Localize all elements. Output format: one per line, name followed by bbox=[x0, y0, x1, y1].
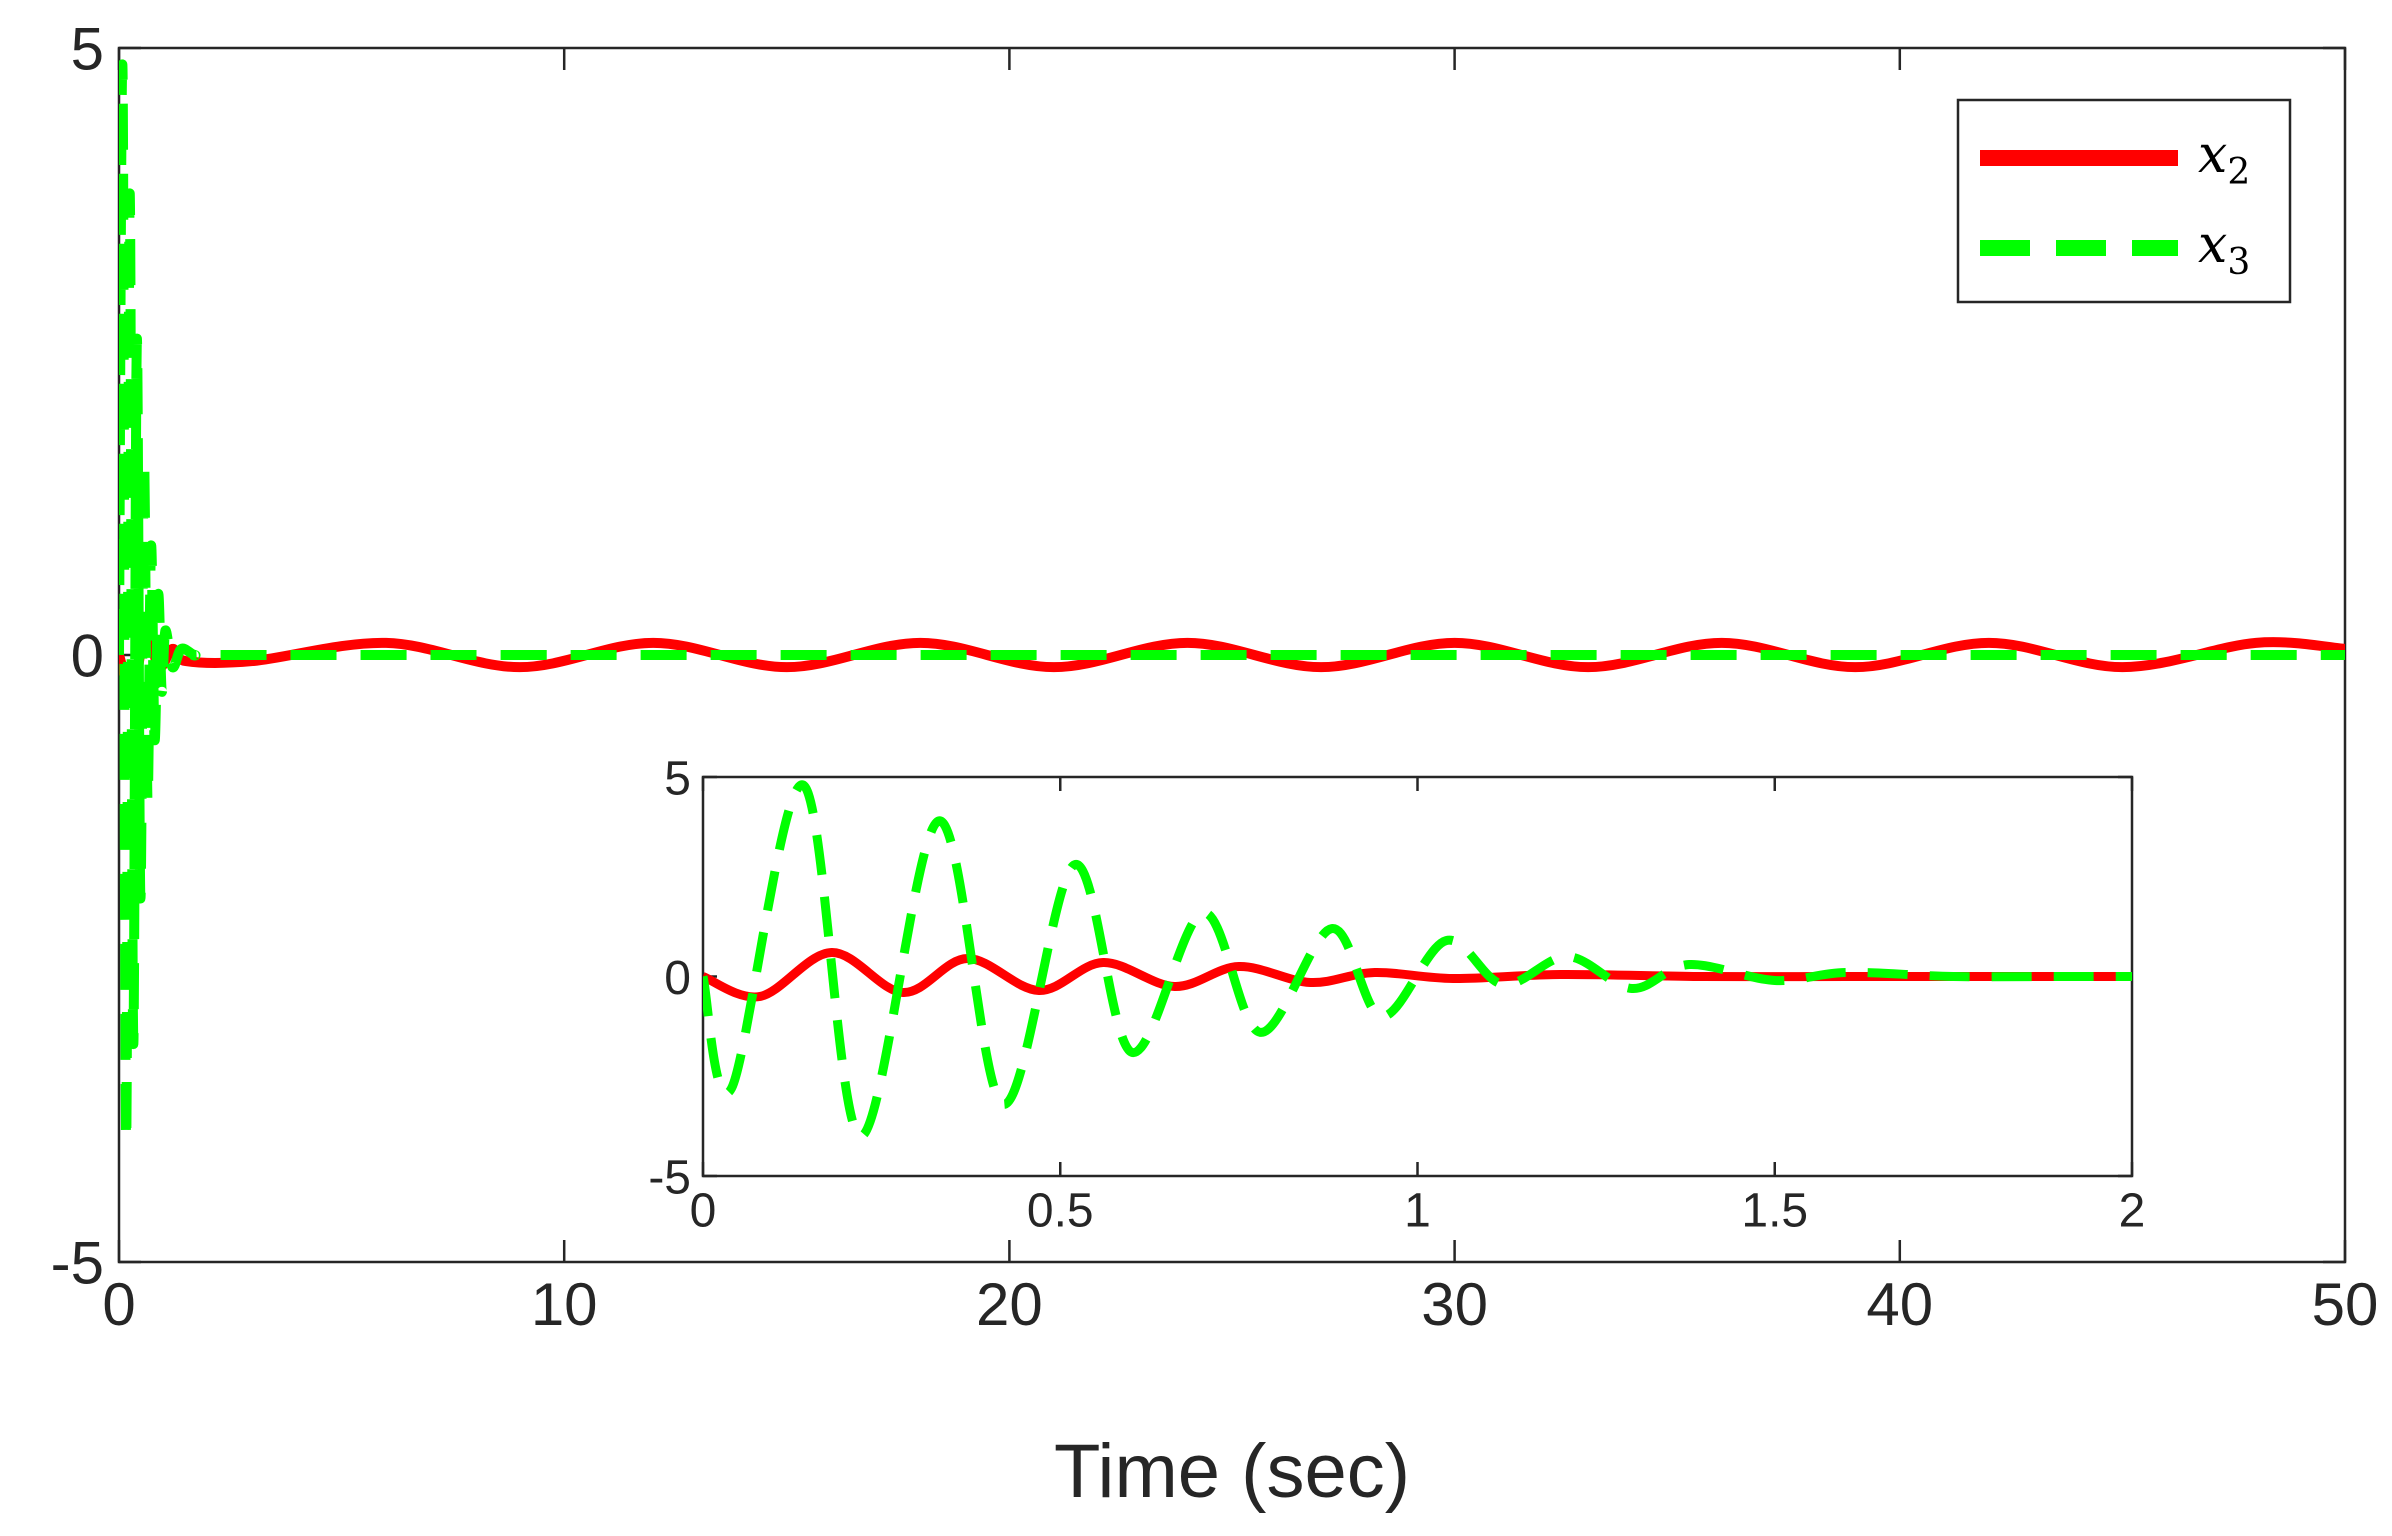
x-tick-label: 30 bbox=[1421, 1271, 1488, 1338]
x-axis-label: Time (sec) bbox=[1054, 1429, 1410, 1514]
x-tick-label: 2 bbox=[2119, 1184, 2146, 1237]
x-tick-label: 50 bbox=[2312, 1271, 2379, 1338]
series-line-x3 bbox=[119, 59, 2345, 1146]
x-tick-label: 0.5 bbox=[1027, 1184, 1094, 1237]
main-ticks: 0 10 20 30 40 50-505 bbox=[51, 16, 2379, 1338]
inset-ticks: 0 0.5 1 1.5 2-505 bbox=[648, 752, 2145, 1237]
x-tick-label: 0 bbox=[102, 1271, 135, 1338]
x-tick-label: 1.5 bbox=[1741, 1184, 1808, 1237]
y-tick-label: 0 bbox=[664, 952, 691, 1005]
series-line-x3 bbox=[703, 780, 2132, 1141]
inset-axes: 0 0.5 1 1.5 2-505 bbox=[648, 752, 2145, 1237]
y-tick-label: -5 bbox=[648, 1151, 691, 1204]
y-tick-label: 5 bbox=[664, 752, 691, 805]
y-tick-label: 5 bbox=[71, 16, 104, 83]
legend-label-x3: x3 bbox=[2198, 215, 2250, 283]
x-tick-label: 1 bbox=[1404, 1184, 1431, 1237]
y-tick-label: -5 bbox=[51, 1230, 104, 1297]
x-tick-label: 20 bbox=[976, 1271, 1043, 1338]
legend-label-x2: x2 bbox=[2198, 125, 2250, 193]
x-tick-label: 40 bbox=[1866, 1271, 1933, 1338]
y-tick-label: 0 bbox=[71, 623, 104, 690]
legend-box bbox=[1956, 98, 2292, 304]
x-tick-label: 0 bbox=[690, 1184, 717, 1237]
series-line-x2 bbox=[703, 948, 2132, 1002]
legend: x2 x3 bbox=[1956, 98, 2292, 304]
main-series bbox=[119, 59, 2345, 1146]
inset-series bbox=[703, 780, 2132, 1141]
x-tick-label: 10 bbox=[531, 1271, 598, 1338]
